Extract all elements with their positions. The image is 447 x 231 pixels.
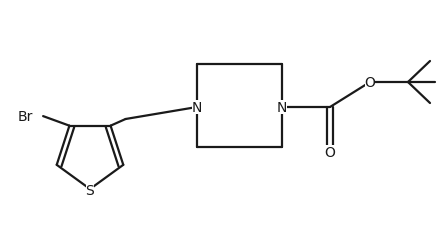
Text: O: O — [365, 76, 375, 90]
Text: S: S — [86, 183, 94, 197]
Text: O: O — [325, 145, 335, 159]
Text: Br: Br — [18, 110, 33, 124]
Text: N: N — [277, 100, 287, 115]
Text: N: N — [192, 100, 202, 115]
